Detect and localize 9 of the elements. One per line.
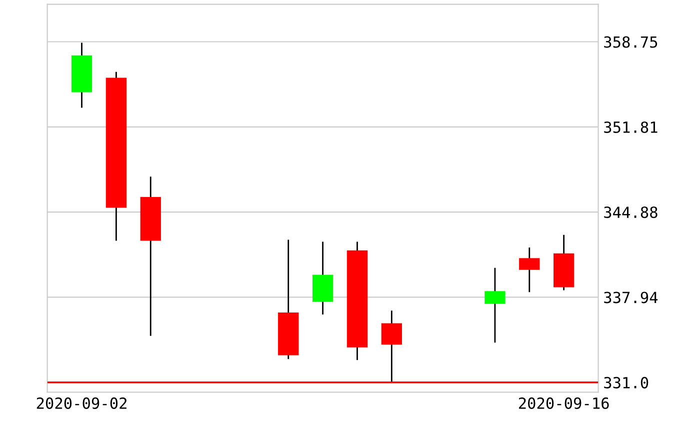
y-tick-label: 351.81 bbox=[604, 121, 658, 134]
candlestick bbox=[484, 267, 506, 344]
candlestick bbox=[519, 246, 540, 293]
x-tick-label: 2020-09-02 bbox=[36, 397, 126, 409]
y-tick-label: 344.88 bbox=[604, 206, 658, 218]
y-tick-label: 331.0 bbox=[604, 376, 648, 388]
y-tick-label: 337.94 bbox=[604, 292, 658, 304]
y-tick-label: 358.75 bbox=[604, 36, 658, 48]
x-tick-label: 2020-09-16 bbox=[518, 397, 609, 409]
